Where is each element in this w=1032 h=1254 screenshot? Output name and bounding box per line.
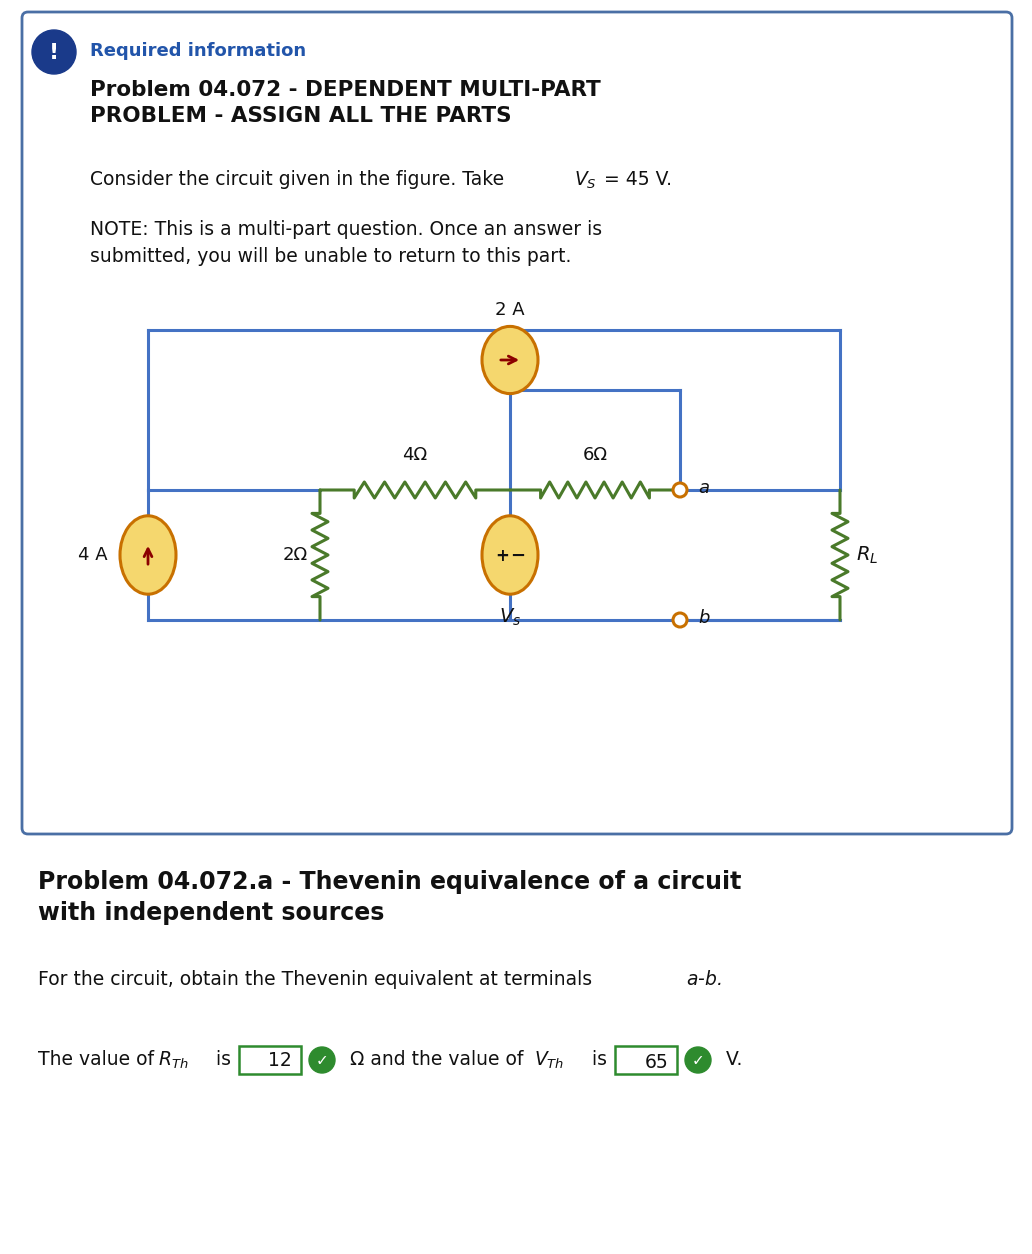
FancyBboxPatch shape [239, 1046, 301, 1073]
Text: is: is [586, 1050, 613, 1068]
Text: $V_S$: $V_S$ [574, 171, 596, 192]
Text: a: a [698, 479, 709, 497]
Text: Consider the circuit given in the figure. Take: Consider the circuit given in the figure… [90, 171, 510, 189]
Text: $V_{Th}$: $V_{Th}$ [534, 1050, 565, 1071]
Text: 12: 12 [268, 1051, 292, 1070]
Text: ✓: ✓ [316, 1053, 328, 1068]
Text: +: + [495, 547, 509, 566]
Text: ✓: ✓ [691, 1053, 705, 1068]
Text: $R_L$: $R_L$ [856, 544, 878, 566]
Text: Ω and the value of: Ω and the value of [344, 1050, 529, 1068]
Text: 4Ω: 4Ω [402, 446, 427, 464]
Ellipse shape [482, 326, 538, 394]
Circle shape [673, 613, 687, 627]
Text: 65: 65 [644, 1053, 668, 1072]
Text: 2 A: 2 A [495, 301, 525, 319]
Ellipse shape [482, 515, 538, 594]
Text: $a$-$b$.: $a$-$b$. [686, 971, 721, 989]
Text: !: ! [49, 43, 59, 63]
Circle shape [32, 30, 76, 74]
Text: b: b [698, 609, 709, 627]
Text: 4 A: 4 A [78, 545, 108, 564]
Text: $R_{Th}$: $R_{Th}$ [158, 1050, 189, 1071]
Text: 6Ω: 6Ω [582, 446, 608, 464]
Circle shape [309, 1047, 335, 1073]
Text: The value of: The value of [38, 1050, 160, 1068]
Text: 2Ω: 2Ω [283, 545, 308, 564]
FancyBboxPatch shape [22, 13, 1012, 834]
Text: Problem 04.072.a - Thevenin equivalence of a circuit
with independent sources: Problem 04.072.a - Thevenin equivalence … [38, 870, 741, 924]
FancyBboxPatch shape [615, 1046, 677, 1073]
Text: $V_s$: $V_s$ [498, 607, 521, 628]
Circle shape [673, 483, 687, 497]
Text: is: is [209, 1050, 237, 1068]
Text: V.: V. [720, 1050, 742, 1068]
Text: −: − [511, 547, 525, 566]
Text: = 45 V.: = 45 V. [604, 171, 672, 189]
Circle shape [685, 1047, 711, 1073]
Text: For the circuit, obtain the Thevenin equivalent at terminals: For the circuit, obtain the Thevenin equ… [38, 971, 599, 989]
Ellipse shape [120, 515, 176, 594]
Text: Required information: Required information [90, 41, 307, 60]
Text: NOTE: This is a multi-part question. Once an answer is
submitted, you will be un: NOTE: This is a multi-part question. Onc… [90, 219, 602, 266]
Text: Problem 04.072 - DEPENDENT MULTI-PART
PROBLEM - ASSIGN ALL THE PARTS: Problem 04.072 - DEPENDENT MULTI-PART PR… [90, 80, 601, 125]
